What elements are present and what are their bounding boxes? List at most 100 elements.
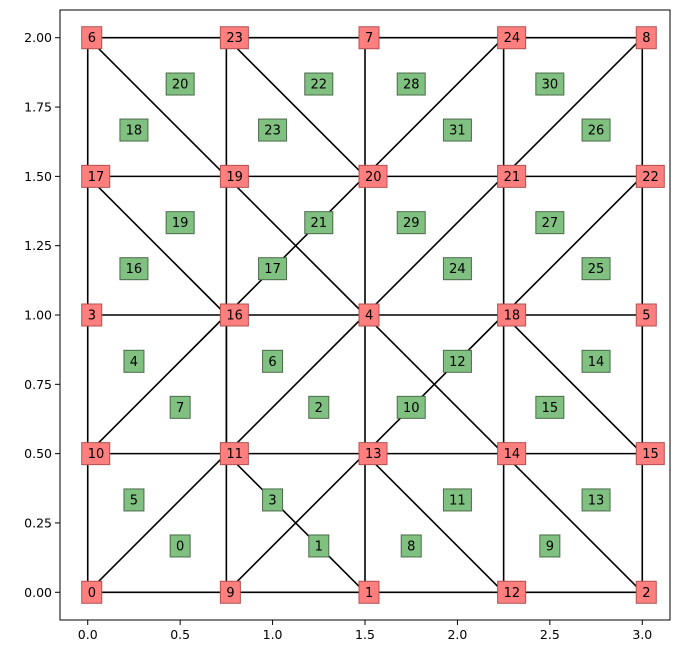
node-box: [358, 303, 380, 327]
node-number: 17: [88, 170, 105, 185]
node-number: 24: [504, 31, 521, 46]
element-marker: 13: [581, 488, 611, 512]
element-marker: 29: [396, 211, 426, 235]
element-marker: 15: [535, 395, 565, 419]
element-box: [400, 534, 422, 558]
element-marker: 24: [442, 257, 472, 281]
element-marker: 31: [442, 118, 472, 142]
node-marker: 9: [219, 580, 241, 604]
node-number: 5: [642, 309, 650, 324]
node-box: [358, 164, 388, 188]
element-box: [535, 211, 565, 235]
element-marker: 4: [123, 349, 145, 373]
element-marker: 3: [262, 488, 284, 512]
node-number: 0: [88, 586, 96, 601]
x-tick-label: 0.0: [78, 627, 98, 642]
element-box: [581, 118, 611, 142]
node-number: 2: [642, 586, 650, 601]
node-marker: 4: [358, 303, 380, 327]
node-box: [497, 442, 527, 466]
element-number: 13: [588, 493, 605, 508]
element-marker: 2: [308, 395, 330, 419]
element-box: [539, 534, 561, 558]
y-tick-label: 0.25: [24, 515, 52, 530]
element-number: 8: [407, 539, 415, 554]
x-axis-ticks: 0.0 0.5 1.0 1.5 2.0 2.5 3.0: [78, 620, 652, 642]
x-tick-label: 3.0: [632, 627, 652, 642]
element-marker: 5: [123, 488, 145, 512]
element-box: [396, 211, 426, 235]
element-marker: 16: [119, 257, 149, 281]
element-box: [304, 211, 334, 235]
node-box: [635, 26, 657, 50]
element-number: 31: [449, 124, 466, 139]
node-marker: 12: [497, 580, 527, 604]
node-marker: 7: [358, 26, 380, 50]
element-marker: 0: [169, 534, 191, 558]
element-number: 21: [311, 216, 328, 231]
element-box: [123, 488, 145, 512]
element-marker: 20: [165, 72, 195, 96]
mesh-edge: [225, 452, 366, 594]
node-box: [358, 442, 388, 466]
node-box: [219, 303, 249, 327]
element-box: [581, 488, 611, 512]
node-number: 9: [226, 586, 234, 601]
node-marker: 23: [219, 26, 249, 50]
node-marker: 15: [635, 442, 665, 466]
element-box: [169, 534, 191, 558]
node-box: [219, 580, 241, 604]
mesh-edge: [502, 314, 644, 455]
element-marker: 17: [258, 257, 288, 281]
element-box: [262, 349, 284, 373]
element-box: [262, 488, 284, 512]
node-marker: 13: [358, 442, 388, 466]
element-number: 20: [172, 78, 189, 93]
node-number: 19: [226, 170, 243, 185]
node-number: 15: [642, 447, 659, 462]
node-box: [497, 580, 527, 604]
node-number: 7: [365, 31, 373, 46]
node-marker: 19: [219, 164, 249, 188]
element-number: 28: [403, 78, 420, 93]
node-marker: 16: [219, 303, 249, 327]
element-number: 2: [315, 401, 323, 416]
element-number: 22: [311, 78, 328, 93]
element-box: [442, 349, 472, 373]
element-marker: 19: [165, 211, 195, 235]
node-box: [358, 26, 380, 50]
node-box: [635, 442, 665, 466]
element-number: 25: [588, 262, 605, 277]
node-number: 16: [226, 309, 243, 324]
element-number: 5: [130, 493, 138, 508]
mesh-edge: [364, 314, 505, 455]
element-number: 15: [542, 401, 559, 416]
element-number: 26: [588, 124, 605, 139]
node-number: 8: [642, 31, 650, 46]
element-marker: 11: [442, 488, 472, 512]
element-box: [396, 72, 426, 96]
element-box: [304, 72, 334, 96]
node-marker: 11: [219, 442, 249, 466]
node-box: [81, 26, 103, 50]
element-number: 9: [546, 539, 554, 554]
element-number: 4: [130, 355, 138, 370]
node-box: [219, 164, 249, 188]
element-box: [169, 395, 191, 419]
y-tick-label: 2.00: [24, 30, 52, 45]
element-box: [581, 257, 611, 281]
element-box: [258, 118, 288, 142]
element-box: [581, 349, 611, 373]
mesh-edge: [86, 36, 228, 178]
node-box: [219, 26, 249, 50]
node-number: 4: [365, 309, 373, 324]
element-marker: 14: [581, 349, 611, 373]
element-number: 17: [264, 262, 281, 277]
node-marker: 22: [635, 164, 665, 188]
element-marker: 18: [119, 118, 149, 142]
element-number: 10: [403, 401, 420, 416]
node-box: [635, 303, 657, 327]
element-marker: 27: [535, 211, 565, 235]
